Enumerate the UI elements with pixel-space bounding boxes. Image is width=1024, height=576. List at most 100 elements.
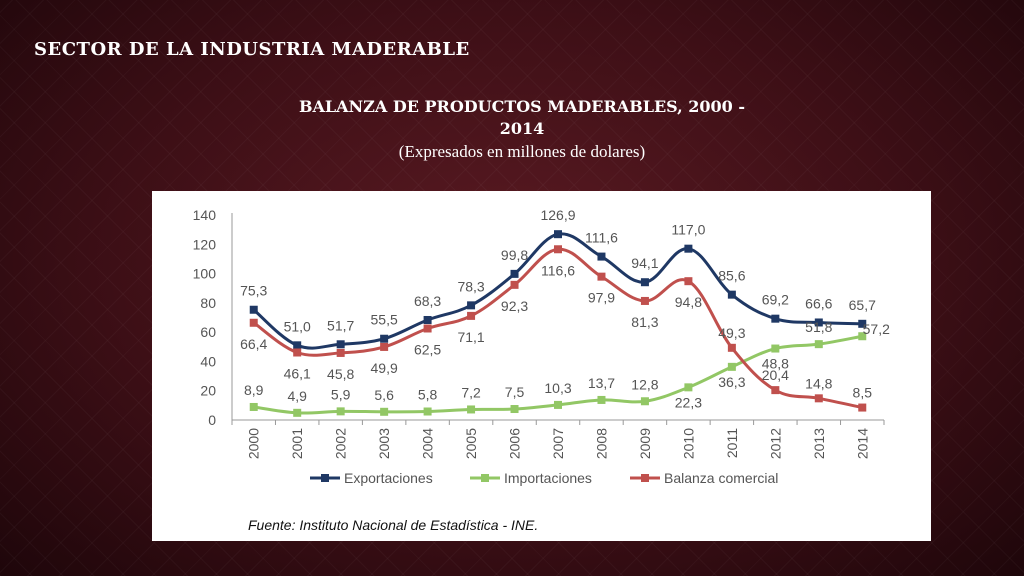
y-tick-label: 0 [208, 412, 216, 428]
data-point-exportaciones [597, 252, 606, 261]
data-label-exportaciones: 69,2 [762, 292, 789, 308]
data-point-importaciones [684, 383, 693, 392]
y-tick-label: 80 [200, 295, 216, 311]
data-label-exportaciones: 78,3 [457, 278, 484, 294]
data-label-importaciones: 10,3 [544, 380, 571, 396]
data-point-balanza-comercial [336, 348, 345, 357]
x-tick-label: 2012 [767, 428, 783, 459]
legend-label-balanza-comercial: Balanza comercial [664, 470, 778, 486]
data-label-exportaciones: 99,8 [501, 247, 528, 263]
x-tick-label: 2014 [854, 428, 870, 459]
x-tick-label: 2002 [333, 428, 349, 459]
x-tick-label: 2000 [246, 428, 262, 459]
data-point-balanza-comercial [554, 245, 562, 254]
data-label-balanza-comercial: 81,3 [631, 314, 658, 330]
data-point-importaciones [727, 362, 736, 371]
data-label-balanza-comercial: 71,1 [457, 329, 484, 345]
data-point-balanza-comercial [597, 272, 606, 281]
data-point-balanza-comercial [858, 403, 867, 412]
data-label-exportaciones: 51,0 [284, 318, 311, 334]
data-label-importaciones: 7,2 [461, 384, 481, 400]
data-label-exportaciones: 66,6 [805, 295, 832, 311]
data-label-exportaciones: 111,6 [585, 230, 618, 246]
x-tick-label: 2007 [550, 428, 566, 459]
data-label-exportaciones: 94,1 [631, 255, 658, 271]
data-label-balanza-comercial: 45,8 [327, 366, 354, 382]
data-label-balanza-comercial: 14,8 [805, 375, 832, 391]
data-point-importaciones [510, 405, 519, 414]
chart-title-line1: BALANZA DE PRODUCTOS MADERABLES, 2000 - [298, 97, 746, 116]
data-point-exportaciones [336, 340, 345, 349]
data-point-balanza-comercial [771, 386, 780, 395]
data-label-balanza-comercial: 49,9 [371, 360, 398, 376]
data-point-exportaciones [380, 334, 389, 343]
x-tick-label: 2003 [376, 428, 392, 459]
legend-marker-exportaciones [321, 474, 329, 482]
data-label-balanza-comercial: 116,6 [541, 262, 575, 278]
data-label-importaciones: 7,5 [505, 384, 525, 400]
data-point-balanza-comercial [249, 318, 258, 327]
legend-label-importaciones: Importaciones [504, 470, 592, 486]
section-title: SECTOR DE LA INDUSTRIA MADERABLE [34, 39, 470, 60]
data-point-exportaciones [640, 278, 649, 287]
data-point-exportaciones [771, 314, 780, 323]
data-point-exportaciones [684, 244, 693, 253]
data-point-importaciones [249, 402, 258, 411]
data-label-importaciones: 5,6 [374, 387, 394, 403]
data-point-importaciones [467, 405, 476, 414]
data-label-balanza-comercial: 97,9 [588, 290, 615, 306]
data-point-importaciones [554, 400, 562, 409]
data-point-exportaciones [293, 341, 302, 350]
data-label-balanza-comercial: 92,3 [501, 298, 528, 314]
x-tick-label: 2013 [811, 428, 827, 459]
data-point-importaciones [771, 344, 780, 353]
data-point-importaciones [640, 397, 649, 406]
x-tick-label: 2005 [463, 428, 479, 459]
y-tick-label: 100 [193, 266, 217, 282]
y-tick-label: 60 [200, 324, 216, 340]
data-label-balanza-comercial: 94,8 [675, 294, 702, 310]
y-tick-label: 20 [200, 383, 216, 399]
data-point-balanza-comercial [293, 348, 302, 357]
data-label-importaciones: 36,3 [718, 374, 745, 390]
y-tick-label: 40 [200, 353, 216, 369]
data-point-exportaciones [510, 269, 519, 278]
data-label-exportaciones: 85,6 [718, 268, 745, 284]
data-point-importaciones [858, 332, 867, 341]
data-label-importaciones: 13,7 [588, 375, 615, 391]
x-tick-label: 2001 [289, 428, 305, 459]
data-point-balanza-comercial [380, 342, 389, 351]
data-point-exportaciones [423, 315, 432, 324]
data-label-importaciones: 48,8 [762, 356, 789, 372]
y-tick-label: 120 [193, 236, 217, 252]
data-point-balanza-comercial [423, 324, 432, 333]
data-point-exportaciones [467, 301, 476, 310]
legend-marker-balanza-comercial [641, 474, 649, 482]
data-label-importaciones: 12,8 [631, 376, 658, 392]
data-point-balanza-comercial [640, 296, 649, 305]
chart-subtitle: (Expresados en millones de dolares) [398, 142, 646, 161]
data-point-balanza-comercial [467, 311, 476, 320]
data-point-balanza-comercial [727, 343, 736, 352]
chart-title-line2: 2014 [499, 119, 545, 138]
data-label-importaciones: 8,9 [244, 382, 264, 398]
data-point-importaciones [423, 407, 432, 416]
data-label-balanza-comercial: 62,5 [414, 341, 441, 357]
data-label-balanza-comercial: 8,5 [853, 385, 873, 401]
data-point-importaciones [336, 407, 345, 416]
legend-label-exportaciones: Exportaciones [344, 470, 433, 486]
data-label-importaciones: 51,8 [805, 319, 832, 335]
source-note: Fuente: Instituto Nacional de Estadístic… [248, 517, 539, 533]
chart-panel: 0 20 40 60 80 100 120 140 2000 2001 2002 2003 2004 20… [152, 191, 931, 541]
data-point-exportaciones [249, 305, 258, 314]
data-point-importaciones [293, 408, 302, 417]
data-label-exportaciones: 126,9 [540, 207, 575, 223]
x-tick-label: 2008 [593, 428, 609, 459]
data-label-exportaciones: 75,3 [240, 283, 267, 299]
data-point-exportaciones [727, 290, 736, 299]
x-tick-label: 2009 [637, 428, 653, 459]
legend-marker-importaciones [481, 474, 489, 482]
data-point-exportaciones [814, 318, 823, 327]
line-chart: 0 20 40 60 80 100 120 140 2000 2001 2002 2003 2004 20… [193, 207, 890, 486]
data-label-importaciones: 5,8 [418, 387, 438, 403]
